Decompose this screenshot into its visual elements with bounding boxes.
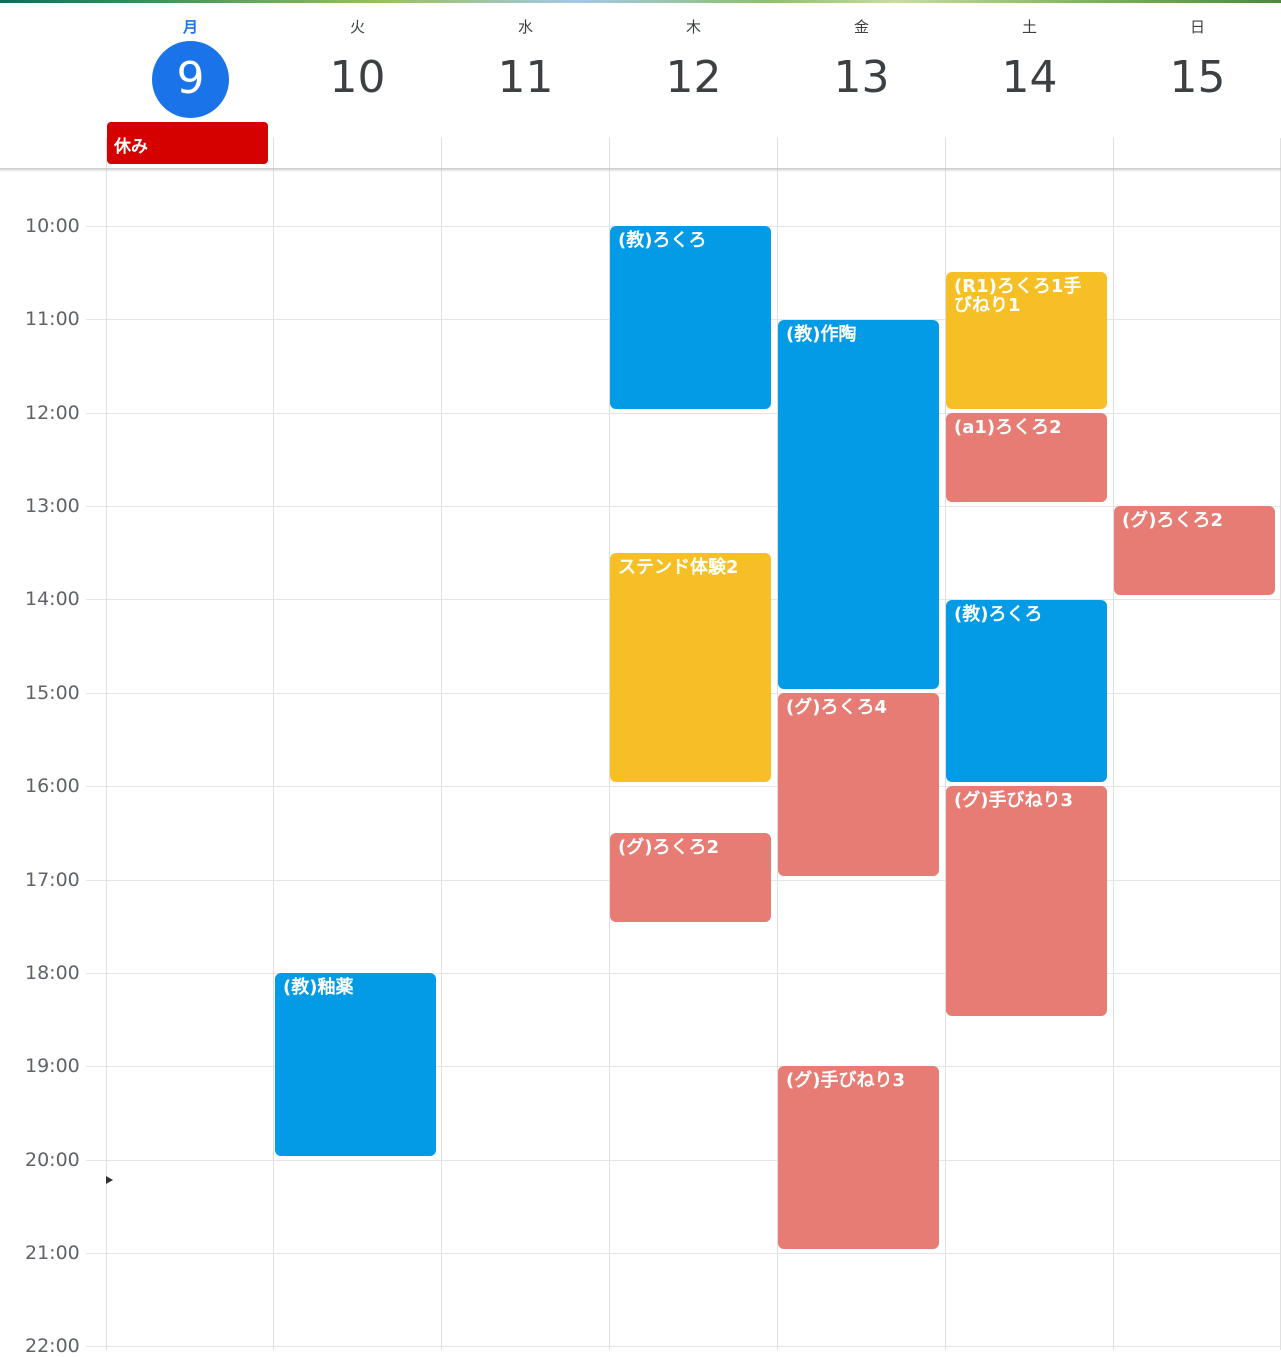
day-header-sat[interactable]: 土 14 <box>946 0 1113 168</box>
event-block[interactable]: (グ)手びねり3 <box>778 1066 939 1249</box>
hour-line <box>86 1160 1281 1161</box>
day-number[interactable]: 13 <box>833 52 890 103</box>
time-label: 13:00 <box>25 495 80 517</box>
week-header: 月 9 火 10 水 11 木 12 金 13 土 14 日 15 休み <box>0 0 1281 168</box>
day-divider <box>777 168 778 1350</box>
top-color-strip <box>0 0 1281 3</box>
allday-event-holiday[interactable]: 休み <box>107 122 268 164</box>
event-block[interactable]: (教)作陶 <box>778 320 939 689</box>
day-name: 月 <box>182 18 198 36</box>
day-divider <box>945 168 946 1350</box>
event-block[interactable]: (a1)ろくろ2 <box>946 413 1107 502</box>
hour-line <box>86 506 1281 507</box>
day-header-wed[interactable]: 水 11 <box>442 0 609 168</box>
day-divider <box>106 168 107 1350</box>
time-label: 17:00 <box>25 869 80 891</box>
day-header-fri[interactable]: 金 13 <box>778 0 945 168</box>
day-number[interactable]: 10 <box>329 52 386 103</box>
event-block[interactable]: (グ)ろくろ2 <box>1114 506 1275 595</box>
hour-line <box>86 786 1281 787</box>
day-divider <box>609 168 610 1350</box>
day-header-tue[interactable]: 火 10 <box>274 0 441 168</box>
divider <box>777 138 778 168</box>
divider <box>441 138 442 168</box>
event-block[interactable]: (教)ろくろ <box>610 226 771 409</box>
today-indicator <box>152 41 229 118</box>
day-divider <box>273 168 274 1350</box>
day-name: 水 <box>517 18 533 36</box>
event-block[interactable]: (教)釉薬 <box>275 973 436 1156</box>
day-header-sun[interactable]: 日 15 <box>1114 0 1281 168</box>
day-number[interactable]: 11 <box>497 52 554 103</box>
day-name: 日 <box>1189 18 1205 36</box>
day-header-thu[interactable]: 木 12 <box>610 0 777 168</box>
day-divider <box>441 168 442 1350</box>
time-label: 11:00 <box>25 308 80 330</box>
event-block[interactable]: ステンド体験2 <box>610 553 771 782</box>
day-number[interactable]: 12 <box>665 52 722 103</box>
day-name: 金 <box>853 18 869 36</box>
event-block[interactable]: (グ)手びねり3 <box>946 786 1107 1016</box>
current-time-marker <box>106 1176 113 1184</box>
hour-line <box>86 973 1281 974</box>
hour-line <box>86 413 1281 414</box>
hour-line <box>86 1346 1281 1347</box>
time-label: 15:00 <box>25 682 80 704</box>
event-block[interactable]: (グ)ろくろ2 <box>610 833 771 922</box>
day-name: 土 <box>1021 18 1037 36</box>
day-name: 木 <box>685 18 701 36</box>
time-label: 10:00 <box>25 215 80 237</box>
day-divider <box>1113 168 1114 1350</box>
hour-line <box>86 1066 1281 1067</box>
time-label: 14:00 <box>25 588 80 610</box>
day-header-mon[interactable]: 月 9 <box>107 0 274 168</box>
time-label: 19:00 <box>25 1055 80 1077</box>
time-label: 22:00 <box>25 1335 80 1357</box>
event-block[interactable]: (R1)ろくろ1手びねり1 <box>946 272 1107 409</box>
divider <box>609 138 610 168</box>
divider <box>945 138 946 168</box>
time-label: 18:00 <box>25 962 80 984</box>
hour-line <box>86 1253 1281 1254</box>
day-number[interactable]: 14 <box>1001 52 1058 103</box>
event-block[interactable]: (グ)ろくろ4 <box>778 693 939 876</box>
divider <box>1113 138 1114 168</box>
divider <box>106 138 107 168</box>
day-name: 火 <box>349 18 365 36</box>
time-label: 20:00 <box>25 1149 80 1171</box>
day-number[interactable]: 15 <box>1169 52 1226 103</box>
time-grid[interactable]: 10:00 11:00 12:00 13:00 14:00 15:00 16:0… <box>0 168 1281 1356</box>
day-number[interactable]: 9 <box>176 53 205 104</box>
divider <box>273 138 274 168</box>
time-label: 21:00 <box>25 1242 80 1264</box>
event-block[interactable]: (教)ろくろ <box>946 600 1107 782</box>
time-label: 12:00 <box>25 402 80 424</box>
time-label: 16:00 <box>25 775 80 797</box>
header-shadow <box>0 168 1281 172</box>
